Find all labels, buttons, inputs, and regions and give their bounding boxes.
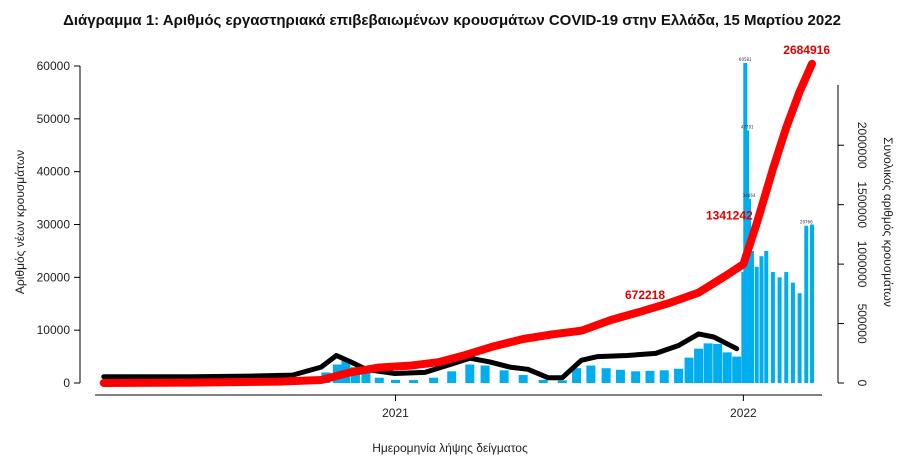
y-tick-label: 20000 [37, 270, 71, 284]
bar [374, 377, 384, 383]
bar [722, 352, 732, 383]
bar [409, 380, 419, 383]
right-axis-ticks: 0 500000 1000000 1500000 2000000 [838, 122, 869, 387]
bar [361, 372, 371, 383]
bar [777, 277, 782, 383]
bar [770, 272, 775, 383]
y-tick-label: 50000 [37, 112, 71, 126]
bar-labels: 60581 47791 34864 29766 [739, 57, 813, 225]
x-axis-ticks: 2021 2022 [382, 395, 757, 420]
x-tick-label: 2021 [382, 406, 409, 420]
bar [703, 343, 713, 383]
y-tick-label: 30000 [37, 218, 71, 232]
y-tick-label: 60000 [37, 59, 71, 73]
bar [390, 379, 400, 383]
y2-tick-label: 2000000 [855, 122, 869, 169]
bar [790, 282, 795, 383]
y-axis-title: Αριθμός νέων κρουσμάτων [13, 150, 27, 294]
chart-title: Διάγραμμα 1: Αριθμός εργαστηριακά επιβεβ… [63, 12, 841, 29]
bar [732, 356, 742, 383]
bar [557, 380, 567, 383]
bar [747, 198, 752, 383]
cumulative-annotation: 1341242 [706, 209, 753, 223]
y2-tick-label: 1000000 [855, 241, 869, 288]
bar [538, 379, 548, 383]
bar [797, 293, 802, 383]
bar [659, 370, 669, 383]
y2-axis-title: Συνολικός αριθμός κρουσμάτων [881, 137, 895, 307]
bar [764, 250, 769, 383]
x-axis-title: Ημερομηνία λήψης δείγματος [372, 441, 528, 455]
x-tick-label: 2022 [730, 406, 757, 420]
bar [447, 371, 457, 383]
y2-tick-label: 1500000 [855, 181, 869, 228]
bar-value-label: 34864 [743, 193, 756, 198]
moving-average-line [101, 331, 740, 381]
bar [586, 365, 596, 383]
y-tick-label: 0 [63, 376, 70, 390]
bar-value-label: 60581 [739, 57, 752, 62]
y2-tick-label: 500000 [855, 304, 869, 344]
y2-tick-label: 0 [855, 380, 869, 387]
bar [754, 266, 759, 383]
bar [429, 377, 439, 383]
bar [480, 365, 490, 383]
bar [784, 272, 789, 383]
y-tick-label: 40000 [37, 165, 71, 179]
bar [694, 348, 704, 383]
cumulative-series [99, 59, 816, 387]
bar [645, 370, 655, 383]
bar [615, 369, 625, 383]
bar [684, 357, 694, 383]
bar [759, 256, 764, 383]
bar-value-label: 47791 [741, 125, 754, 130]
annotations: 672218 1341242 2684916 [625, 43, 830, 302]
bar [713, 343, 723, 383]
bar [499, 370, 509, 383]
bar [465, 364, 475, 383]
cumulative-annotation: 2684916 [783, 43, 830, 57]
cumulative-line [99, 59, 816, 387]
bar [572, 368, 582, 383]
bar [749, 250, 754, 383]
y-tick-label: 10000 [37, 323, 71, 337]
bar [674, 368, 684, 383]
bar [631, 371, 641, 383]
cumulative-annotation: 672218 [625, 288, 665, 302]
bar [810, 224, 814, 383]
moving-average-series [101, 331, 740, 381]
left-axis-ticks: 0 10000 20000 30000 40000 50000 60000 [37, 59, 80, 390]
bar [601, 368, 611, 383]
bar [518, 375, 528, 383]
bar-value-label: 29766 [800, 220, 813, 225]
bar [804, 225, 809, 383]
